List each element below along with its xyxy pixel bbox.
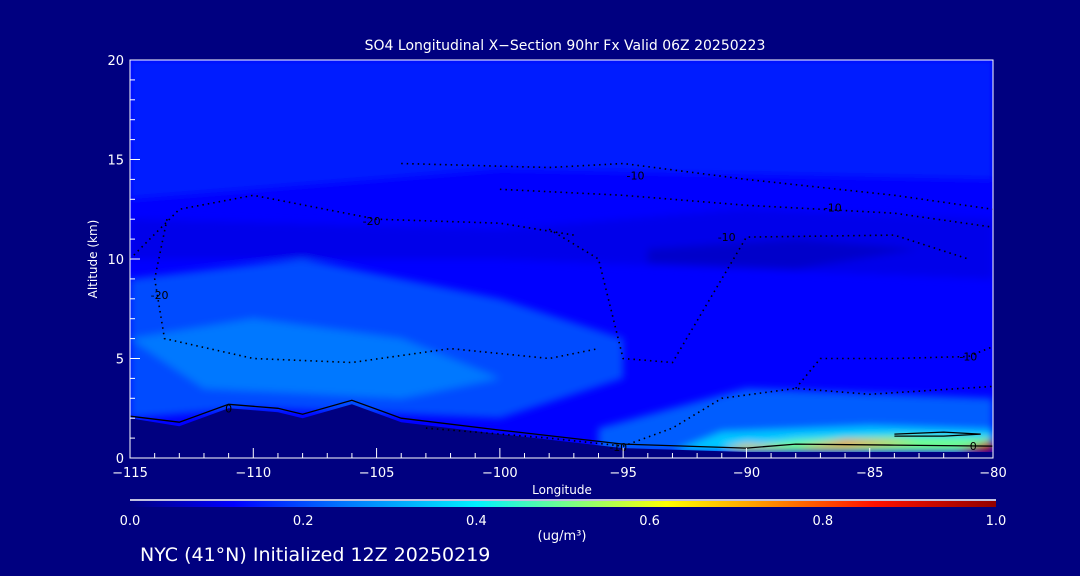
contour-line: [130, 399, 993, 449]
colorbar-tick-label: 0.2: [293, 514, 314, 529]
contour-label: 0: [970, 440, 977, 453]
concentration-region: [647, 239, 919, 269]
x-tick-label: −85: [856, 466, 883, 481]
y-axis-label: Altitude (km): [86, 220, 100, 299]
colorbar-tick-label: 0.0: [120, 514, 141, 529]
plot-area: 0 0 -10 -10 -10 -10 -10 -20 -20: [130, 60, 993, 458]
concentration-region: [130, 318, 500, 399]
x-tick-label: −110: [235, 466, 271, 481]
colorbar-tick-label: 0.6: [639, 514, 660, 529]
contour-label: 0: [225, 402, 232, 415]
x-tick-label: −105: [359, 466, 395, 481]
contour-label: -10: [718, 231, 736, 244]
colorbar-tick-label: 0.8: [812, 514, 833, 529]
y-tick-label: 15: [107, 154, 124, 169]
contour-label: -20: [363, 215, 381, 228]
contour-line: [401, 162, 993, 211]
x-tick-label: −90: [733, 466, 760, 481]
concentration-region: [956, 440, 993, 452]
contour-label: -10: [626, 169, 644, 182]
x-tick-label: −100: [482, 466, 518, 481]
x-tick-label: −95: [609, 466, 636, 481]
y-tick-label: 0: [116, 452, 124, 467]
contour-label: -20: [151, 289, 169, 302]
colorbar-tick-label: 0.4: [466, 514, 487, 529]
footer-caption: NYC (41°N) Initialized 12Z 20250219: [140, 544, 490, 566]
contour-label: -10: [609, 441, 627, 454]
y-tick-label: 5: [116, 353, 124, 368]
y-tick-label: 20: [107, 54, 124, 69]
concentration-region: [721, 444, 796, 449]
contour-line: [894, 431, 981, 437]
concentration-region: [130, 60, 993, 200]
contour-label: -10: [959, 351, 977, 364]
contour-line: [548, 228, 969, 364]
x-tick-label: −80: [979, 466, 1006, 481]
terrain: [130, 404, 993, 458]
colorbar: [130, 501, 996, 507]
contour-label: -10: [824, 201, 842, 214]
x-tick-label: −115: [112, 466, 148, 481]
colorbar-units: (ug/m³): [538, 529, 587, 544]
x-axis-label: Longitude: [532, 483, 592, 497]
chart-title: SO4 Longitudinal X−Section 90hr Fx Valid…: [365, 38, 766, 54]
colorbar-tick-label: 1.0: [986, 514, 1007, 529]
y-tick-label: 10: [107, 253, 124, 268]
